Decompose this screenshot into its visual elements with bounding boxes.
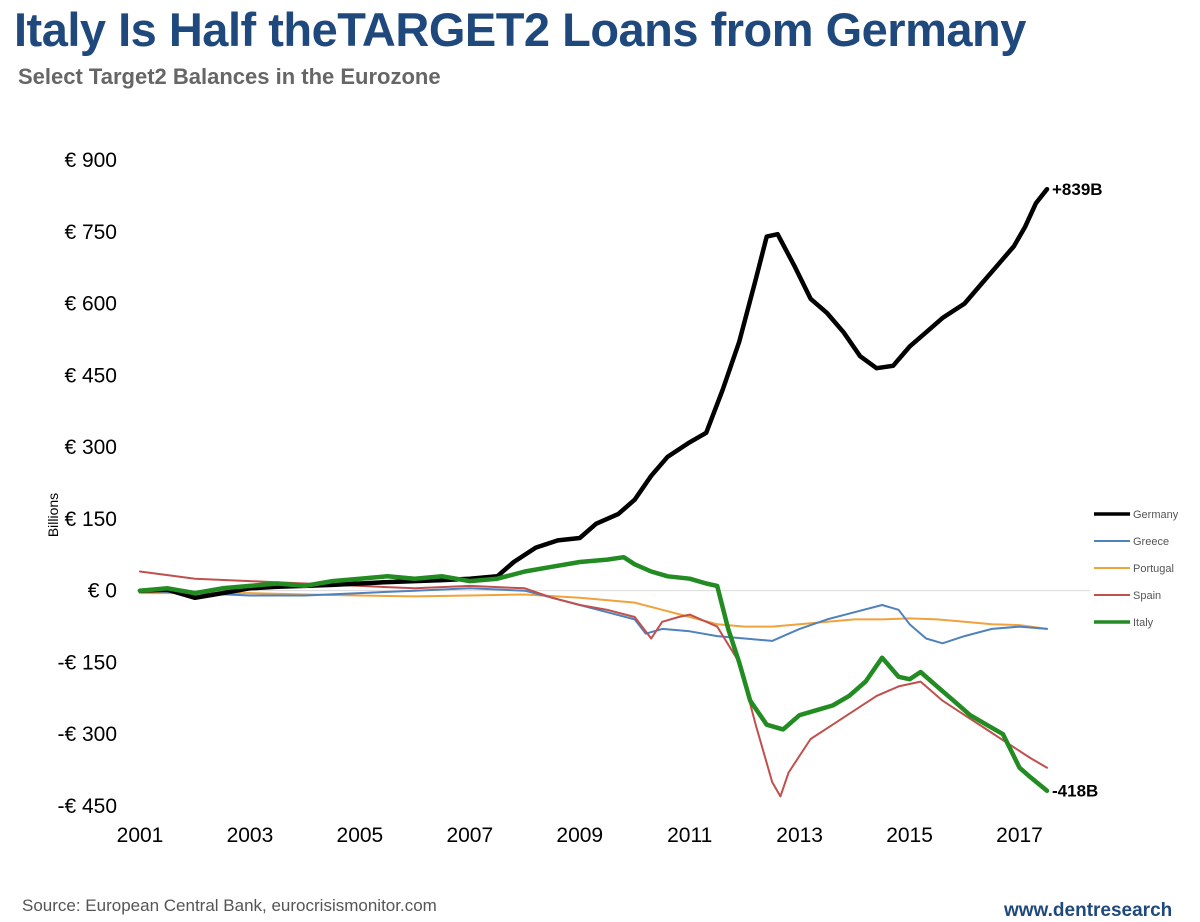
- y-tick-label: € 750: [64, 221, 117, 244]
- series-line-germany: [137, 186, 1050, 601]
- source-note: Source: European Central Bank, eurocrisi…: [22, 896, 437, 915]
- x-tick-label: 2015: [886, 824, 933, 847]
- chart-subtitle: Select Target2 Balances in the Eurozone: [18, 64, 441, 89]
- y-tick-label: € 600: [64, 293, 117, 316]
- brand-link[interactable]: www.dentresearch: [1004, 900, 1173, 921]
- x-tick-label: 2013: [776, 824, 823, 847]
- legend: Germany Greece Portugal Spain Italy: [1094, 509, 1179, 629]
- y-tick-label: € 150: [64, 508, 117, 531]
- legend-label-germany: Germany: [1133, 509, 1179, 521]
- x-tick-label: 2011: [667, 824, 712, 847]
- end-label-italy: -418B: [1052, 782, 1098, 801]
- series-line-italy: [137, 554, 1050, 793]
- y-tick-label: € 300: [64, 436, 117, 459]
- y-axis-ticks: € 900 € 750 € 600 € 450 € 300 € 150 € 0 -€ 150 -…: [57, 149, 117, 818]
- legend-label-spain: Spain: [1133, 590, 1161, 602]
- y-tick-label: -€ 150: [57, 651, 117, 674]
- x-tick-label: 2001: [117, 824, 164, 847]
- chart-title: Italy Is Half theTARGET2 Loans from Germ…: [14, 3, 1026, 56]
- end-annotations: +839B -418B: [1052, 180, 1103, 800]
- x-tick-label: 2007: [446, 824, 493, 847]
- x-tick-label: 2009: [556, 824, 603, 847]
- y-tick-label: -€ 300: [57, 723, 117, 746]
- end-label-germany: +839B: [1052, 180, 1103, 199]
- x-axis-ticks: 2001 2003 2005 2007 2009 2011 2013 2015 2017: [117, 824, 1043, 847]
- x-tick-label: 2003: [227, 824, 274, 847]
- series-lines: [137, 186, 1050, 798]
- y-tick-label: € 0: [88, 580, 117, 603]
- y-tick-label: € 900: [64, 149, 117, 172]
- y-tick-label: -€ 450: [57, 795, 117, 818]
- x-tick-label: 2005: [337, 824, 384, 847]
- legend-label-greece: Greece: [1133, 536, 1169, 548]
- series-line-portugal: [139, 592, 1048, 630]
- series-line-greece: [139, 587, 1048, 645]
- y-tick-label: € 450: [64, 364, 117, 387]
- y-axis-label: Billions: [45, 493, 61, 537]
- x-tick-label: 2017: [996, 824, 1043, 847]
- legend-label-italy: Italy: [1133, 617, 1154, 629]
- series-line-spain: [139, 570, 1048, 798]
- legend-label-portugal: Portugal: [1133, 563, 1174, 575]
